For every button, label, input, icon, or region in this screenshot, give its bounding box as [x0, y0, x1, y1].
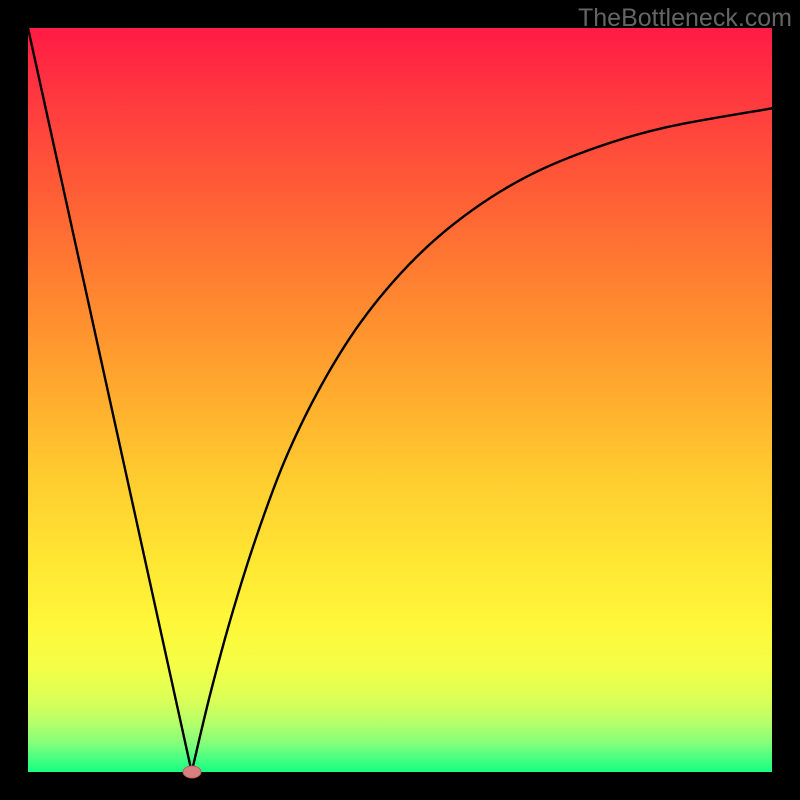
plot-area — [28, 28, 772, 772]
chart-root: TheBottleneck.com — [0, 0, 800, 800]
bottleneck-curve — [28, 28, 772, 772]
watermark-text: TheBottleneck.com — [578, 4, 792, 33]
minimum-marker — [181, 764, 203, 780]
